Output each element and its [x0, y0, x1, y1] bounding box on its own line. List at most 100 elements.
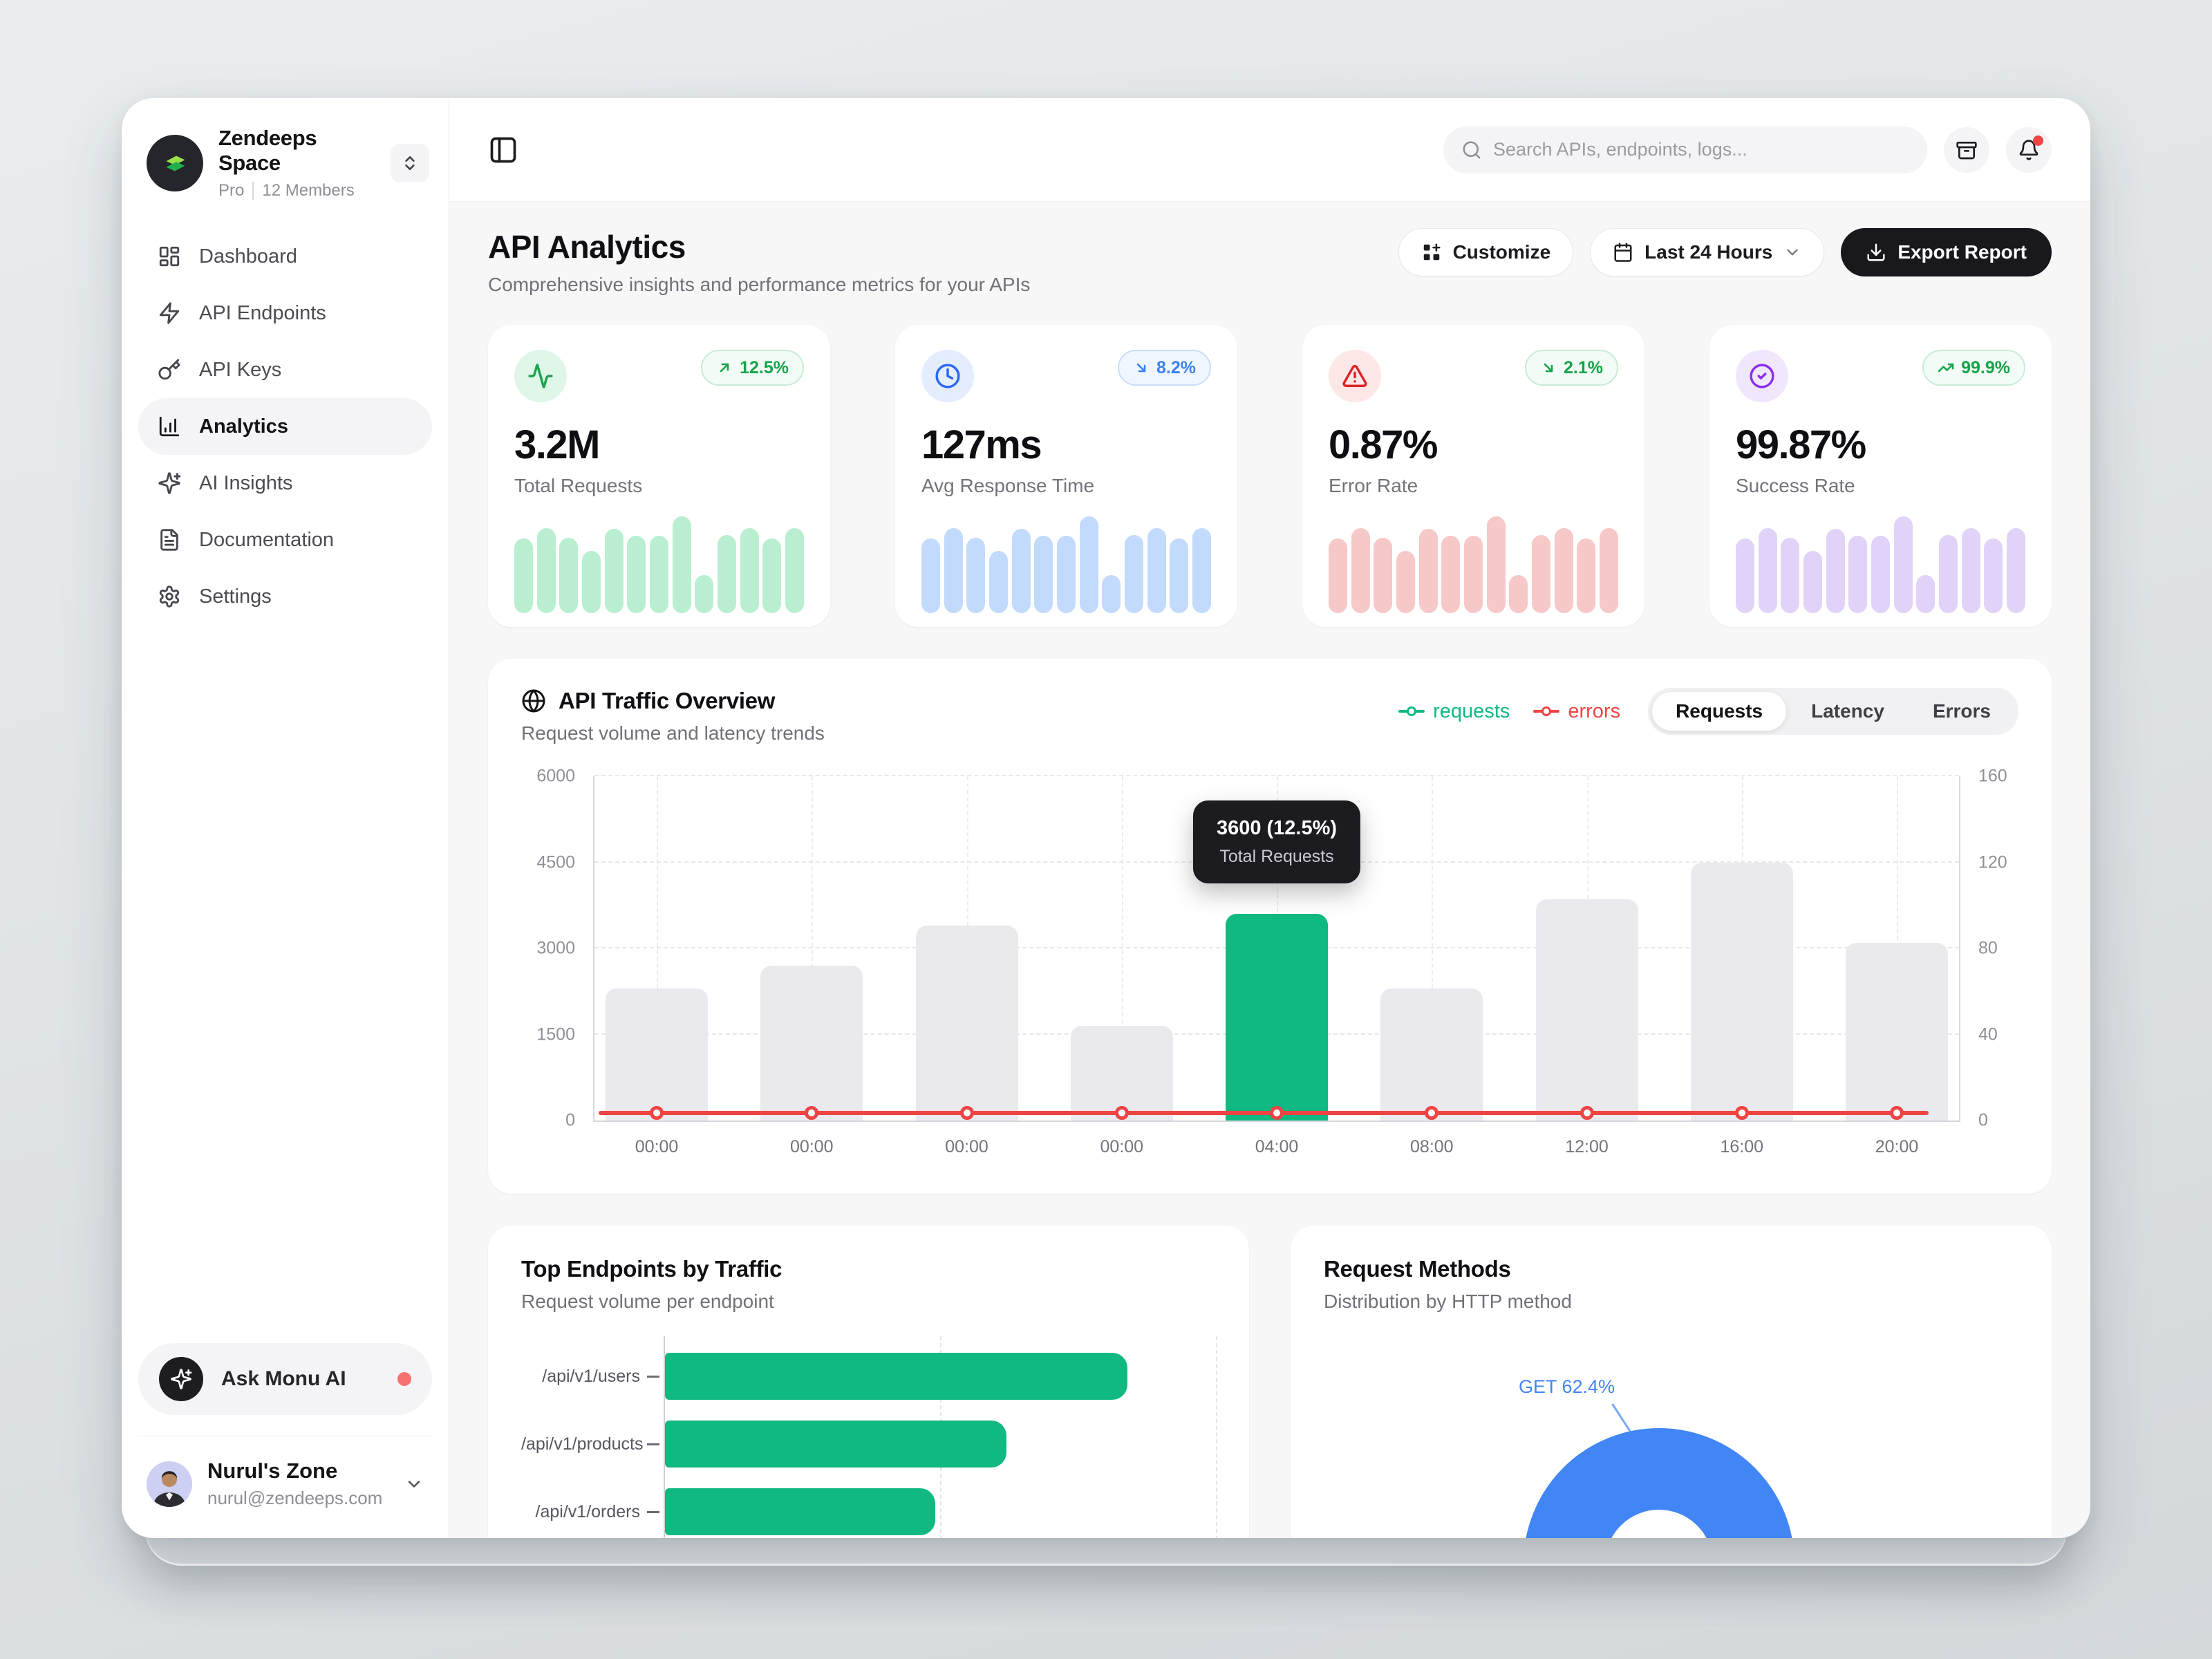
sparkline-bar — [1147, 527, 1166, 613]
globe-icon — [521, 688, 546, 713]
calendar-icon — [1613, 242, 1633, 263]
inbox-button[interactable] — [1944, 126, 1989, 173]
endpoint-row-api-v1-orders: /api/v1/orders — [521, 1488, 1216, 1535]
chart-bar-00:00[interactable] — [760, 965, 863, 1121]
customize-button[interactable]: Customize — [1398, 228, 1574, 276]
sidebar-item-analytics[interactable]: Analytics — [138, 398, 432, 455]
sparkline-bar — [1531, 534, 1550, 613]
ai-status-dot — [397, 1372, 411, 1386]
sparkline-bar — [514, 538, 533, 613]
sidebar-item-ai-insights[interactable]: AI Insights — [138, 455, 432, 512]
tab-requests[interactable]: Requests — [1652, 692, 1787, 731]
chart-bar-12:00[interactable] — [1535, 899, 1638, 1121]
page-header: API Analytics Comprehensive insights and… — [488, 228, 2052, 296]
errors-line-marker — [1580, 1106, 1594, 1120]
notifications-button[interactable] — [2006, 126, 2052, 173]
legend-item-requests[interactable]: requests — [1398, 700, 1510, 723]
search-input[interactable] — [1493, 139, 1909, 160]
sidebar-item-api-keys[interactable]: API Keys — [138, 341, 432, 398]
tab-errors[interactable]: Errors — [1932, 700, 1991, 722]
sidebar-item-label: Dashboard — [199, 245, 297, 268]
sparkline-bar — [785, 527, 804, 613]
user-menu[interactable]: Nurul's Zone nurul@zendeeps.com — [122, 1436, 449, 1538]
workspace-name: Zendeeps Space — [218, 126, 317, 175]
workspace-switch-button[interactable] — [391, 144, 429, 182]
arrow-down-right-icon — [1540, 359, 1557, 376]
sparkline-bar — [649, 536, 668, 613]
legend-label: errors — [1568, 700, 1621, 722]
endpoint-bar[interactable] — [665, 1353, 1128, 1400]
stat-value: 127ms — [921, 422, 1042, 467]
sparkline-bar — [1170, 538, 1189, 613]
sparkline-bar — [1871, 536, 1890, 613]
sidebar-item-settings[interactable]: Settings — [138, 568, 432, 625]
gridline — [657, 776, 658, 1121]
chart-bar-00:00[interactable] — [915, 925, 1018, 1121]
sparkline-bar — [1577, 538, 1596, 613]
sparkline-bar — [1554, 527, 1573, 613]
sidebar-item-api-endpoints[interactable]: API Endpoints — [138, 285, 432, 341]
sparkline-bar — [1441, 536, 1461, 613]
key-icon — [158, 358, 181, 382]
sparkline-bar — [536, 527, 556, 613]
endpoints-y-axis — [664, 1336, 665, 1538]
stat-card-success-rate: 99.9% 99.87% Success Rate — [1709, 325, 2052, 627]
app-window: Zendeeps Space Pro 12 Members Dashboard … — [122, 98, 2090, 1538]
workspace-info: Zendeeps Space Pro 12 Members — [218, 126, 375, 200]
sparkline-bar — [2006, 527, 2025, 613]
x-axis-label: 16:00 — [1720, 1137, 1764, 1156]
chart-bar-04:00[interactable] — [1226, 914, 1328, 1121]
request-methods-donut[interactable] — [1524, 1428, 1794, 1538]
sparkline-bar — [1848, 536, 1868, 613]
activity-icon — [527, 363, 554, 389]
stat-value: 0.87% — [1329, 422, 1438, 467]
x-axis-label: 00:00 — [1100, 1137, 1144, 1156]
workspace-plan: Pro — [218, 181, 245, 200]
y-axis-right-label: 160 — [1978, 766, 2007, 786]
stat-label: Error Rate — [1329, 475, 1418, 496]
chart-bar-08:00[interactable] — [1380, 988, 1483, 1121]
errors-line-marker — [1425, 1106, 1439, 1120]
user-info: Nurul's Zone nurul@zendeeps.com — [207, 1459, 389, 1509]
legend-item-errors[interactable]: errors — [1533, 700, 1620, 723]
endpoint-bar[interactable] — [665, 1421, 1007, 1468]
sidebar-item-documentation[interactable]: Documentation — [138, 512, 432, 568]
endpoint-row-api-v1-products: /api/v1/products — [521, 1421, 1216, 1468]
file-text-icon — [158, 528, 181, 552]
sparkline-bar — [1509, 575, 1528, 613]
chart-bar-20:00[interactable] — [1846, 942, 1948, 1121]
workspace-subtitle: Pro 12 Members — [218, 181, 375, 200]
ask-ai-button[interactable]: Ask Monu AI — [138, 1343, 432, 1415]
tab-latency[interactable]: Latency — [1811, 700, 1884, 722]
sidebar-item-label: AI Insights — [199, 471, 293, 494]
chart-bar-16:00[interactable] — [1690, 862, 1793, 1121]
top-endpoints-card: Top Endpoints by Traffic Request volume … — [488, 1226, 1249, 1538]
x-axis-label: 12:00 — [1565, 1137, 1609, 1156]
topbar — [449, 98, 2090, 202]
trend-badge: 8.2% — [1118, 350, 1211, 386]
sidebar-toggle-button[interactable] — [488, 135, 518, 165]
sidebar-item-label: API Endpoints — [199, 301, 326, 324]
page-subtitle: Comprehensive insights and performance m… — [488, 274, 1031, 295]
sparkline-bar — [1374, 537, 1393, 613]
gridline — [1432, 776, 1434, 1121]
chart-bar-00:00[interactable] — [606, 988, 708, 1121]
stat-sparkline — [1329, 516, 1618, 613]
sidebar-item-dashboard[interactable]: Dashboard — [138, 228, 432, 285]
errors-line-marker — [1890, 1106, 1904, 1120]
endpoint-bar[interactable] — [665, 1488, 935, 1535]
donut-slice-label: GET 62.4% — [1519, 1376, 1615, 1397]
chart-bar-00:00[interactable] — [1070, 1026, 1173, 1121]
chart-tabs: Requests Latency Errors — [1648, 688, 2018, 735]
trend-badge-value: 12.5% — [740, 357, 789, 377]
date-range-button[interactable]: Last 24 Hours — [1590, 228, 1825, 276]
sparkline-bar — [1803, 551, 1822, 613]
workspace-switcher[interactable]: Zendeeps Space Pro 12 Members — [122, 98, 449, 220]
y-axis-right-label: 80 — [1978, 938, 1998, 958]
sparkline-bar — [1418, 529, 1438, 613]
bottom-cards-row: Top Endpoints by Traffic Request volume … — [488, 1226, 2052, 1538]
trend-badge: 99.9% — [1922, 350, 2025, 386]
stat-label: Avg Response Time — [921, 475, 1095, 496]
traffic-subtitle: Request volume and latency trends — [521, 722, 825, 744]
export-report-button[interactable]: Export Report — [1841, 228, 2052, 276]
